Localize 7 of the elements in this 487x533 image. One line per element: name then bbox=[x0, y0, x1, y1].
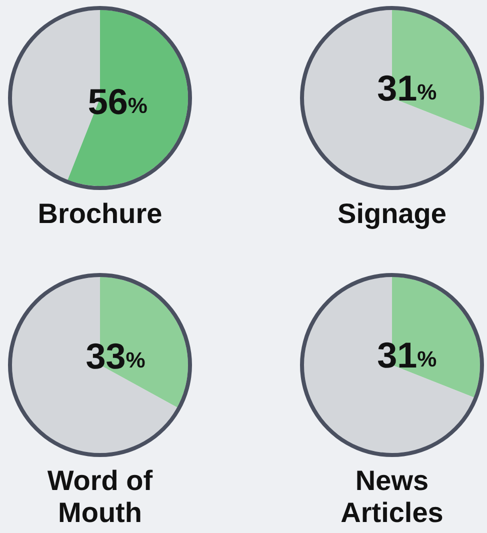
data-label: 31% bbox=[377, 67, 437, 108]
text: Word of Mouth bbox=[46, 465, 154, 529]
data-label: 33% bbox=[86, 335, 146, 376]
text: Brochure bbox=[36, 198, 164, 230]
data-label: 31% bbox=[377, 334, 437, 376]
text: Signage bbox=[336, 198, 448, 230]
text: News Articles bbox=[340, 465, 444, 529]
